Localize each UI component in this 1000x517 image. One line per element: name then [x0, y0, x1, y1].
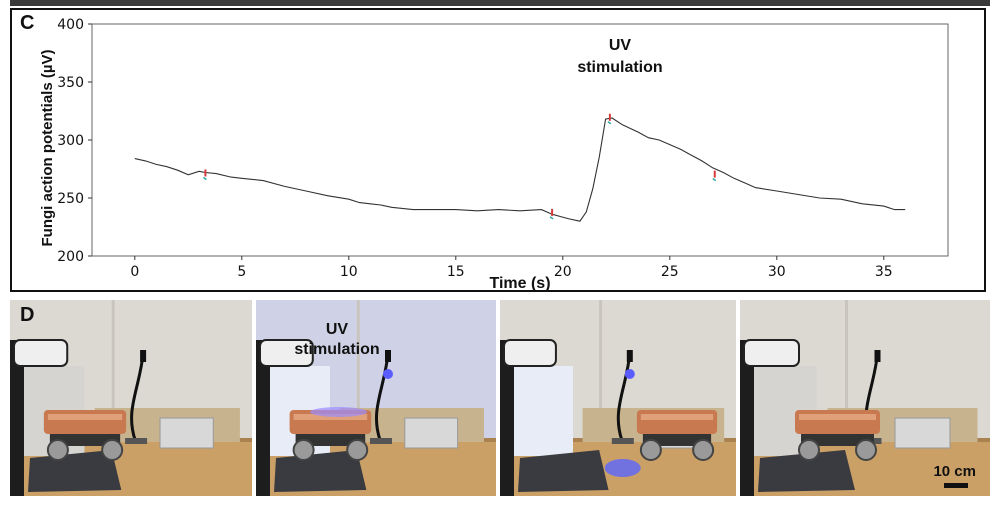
uv-annotation-line-1: UV — [609, 37, 632, 54]
x-tick-label-20: 20 — [554, 264, 572, 280]
x-tick-label-0: 0 — [130, 264, 139, 280]
photo-frame-1 — [10, 300, 252, 496]
peak-marker-tail-1 — [203, 176, 207, 181]
y-tick-label-400: 400 — [57, 17, 84, 33]
y-tick-label-250: 250 — [57, 191, 84, 207]
uv-stimulation-label: UV stimulation — [282, 320, 392, 360]
uv-label-line-2: stimulation — [294, 341, 380, 358]
peak-marker-tail-3 — [607, 121, 612, 125]
y-tick-label-350: 350 — [57, 75, 84, 91]
photo-frame-3 — [500, 300, 736, 496]
panel-d-photos: D UV stimulation 10 cm — [10, 296, 990, 500]
uv-annotation-line-2: stimulation — [577, 59, 662, 76]
scale-label: 10 cm — [933, 463, 976, 480]
top-image-strip — [10, 0, 990, 6]
photo-frame-4: 10 cm — [740, 300, 990, 496]
peak-marker-tail-2 — [549, 216, 554, 220]
action-potential-chart: 0 5 10 15 20 25 30 35 200 250 300 350 400 Time (s) Fun… — [39, 17, 949, 290]
scale-bar — [944, 483, 968, 488]
x-tick-label-5: 5 — [237, 264, 246, 280]
panel-c-chart: C 0 5 10 15 20 25 30 35 200 250 300 350 400 Time (s) F… — [10, 8, 986, 292]
series-line — [134, 117, 906, 222]
x-tick-label-15: 15 — [447, 264, 465, 280]
y-tick-label-300: 300 — [57, 133, 84, 149]
peak-marker-tail-4 — [712, 178, 717, 182]
y-tick-label-200: 200 — [57, 249, 84, 265]
x-axis-label: Time (s) — [489, 275, 550, 290]
panel-letter-c: C — [20, 12, 35, 34]
y-axis-label: Fungi action potentials (µV) — [39, 50, 56, 247]
x-tick-label-30: 30 — [768, 264, 786, 280]
panel-letter-d: D — [20, 304, 35, 326]
uv-label-line-1: UV — [325, 321, 349, 338]
photo-frame-2: UV stimulation — [256, 300, 496, 496]
x-tick-label-25: 25 — [661, 264, 679, 280]
x-tick-label-35: 35 — [875, 264, 893, 280]
x-tick-label-10: 10 — [340, 264, 358, 280]
plot-frame — [91, 23, 949, 257]
